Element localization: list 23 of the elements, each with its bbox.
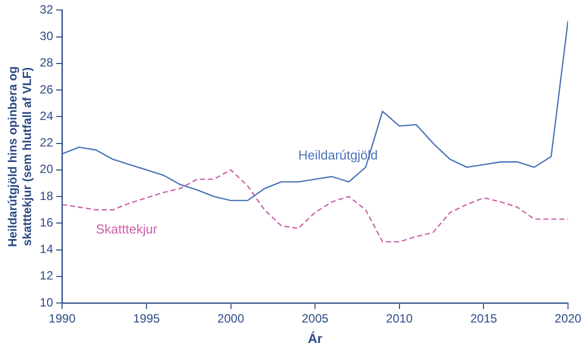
y-tick-label: 26 [40,82,54,96]
y-tick-label: 14 [40,242,54,256]
x-tick-label: 1995 [133,312,160,326]
line-series [62,169,568,242]
y-tick-label: 10 [40,295,54,310]
y-tick-label: 24 [40,108,54,123]
y-tick-label: 20 [40,162,54,176]
x-tick-label: 1990 [48,312,76,326]
x-tick-label: 2000 [217,312,244,326]
y-tick-label: 30 [40,29,54,44]
y-tick-label: 32 [40,2,54,17]
x-tick-label: 2020 [554,312,582,326]
y-tick-label: 16 [40,215,54,230]
x-tick-label: 2005 [302,312,329,326]
x-tick-label: 2015 [470,312,498,326]
y-tick-label: 22 [40,136,54,150]
x-axis-title: Ár [308,330,322,346]
y-tick-label: 28 [40,56,54,70]
series-label: Skatttekjur [96,221,158,236]
y-axis-title: Heildarútgjöld hins opinbera og skatttekjur (sem hlutfall af VLF) [6,66,34,247]
y-tick-label: 12 [40,268,54,283]
y-tick-label: 18 [40,188,54,203]
x-tick-label: 2010 [386,312,414,326]
